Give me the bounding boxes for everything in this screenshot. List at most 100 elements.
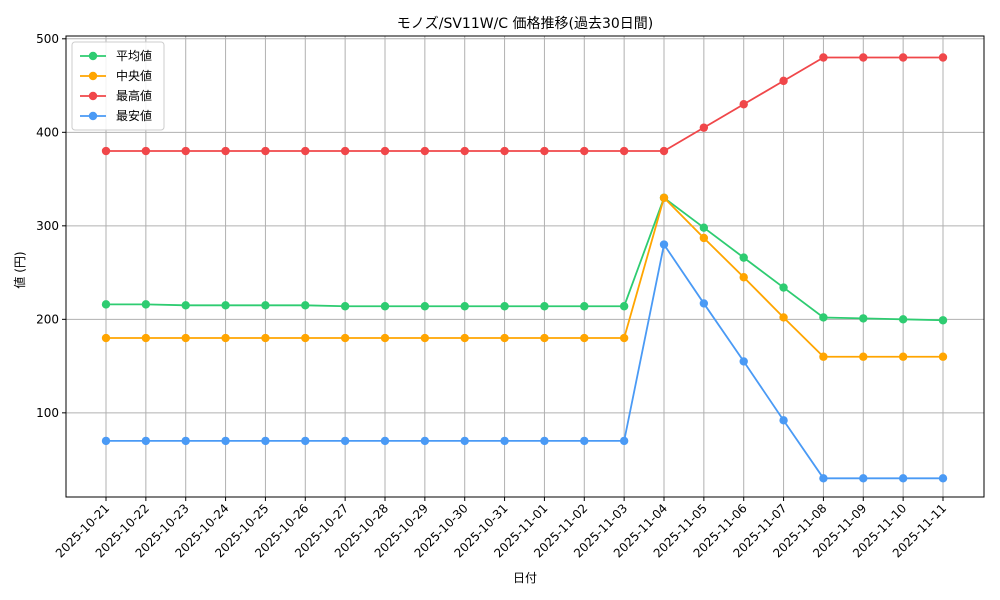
data-point: [420, 333, 430, 343]
series-line: [106, 242, 943, 480]
data-point: [699, 123, 709, 132]
data-point: [659, 193, 669, 202]
data-point: [898, 53, 908, 62]
data-point: [859, 352, 868, 361]
data-point: [898, 352, 908, 361]
legend-label: 最安値: [116, 108, 152, 123]
data-point: [261, 436, 270, 446]
data-point: [779, 313, 788, 322]
data-point: [540, 146, 549, 156]
data-point: [101, 300, 111, 309]
data-point: [460, 302, 469, 311]
data-point: [261, 333, 270, 343]
data-point: [420, 146, 430, 156]
y-tick-label: 500: [36, 32, 59, 46]
y-axis-label: 値 (円): [12, 251, 27, 288]
data-point: [221, 436, 230, 446]
data-point: [141, 146, 151, 156]
plot-frame: [65, 35, 985, 498]
data-point: [580, 333, 589, 343]
y-tick-label: 100: [36, 406, 59, 420]
data-point: [261, 146, 270, 156]
data-point: [301, 146, 310, 156]
data-point: [420, 302, 430, 311]
grid-lines: [66, 36, 984, 497]
data-point: [340, 302, 350, 311]
legend-marker: [88, 111, 98, 121]
legend-item: 平均値: [80, 48, 152, 63]
data-point: [380, 436, 390, 446]
series-line: [106, 196, 944, 322]
series-line: [106, 56, 943, 152]
data-point: [101, 333, 111, 343]
data-point: [540, 436, 549, 446]
data-point: [580, 146, 589, 156]
data-point: [619, 333, 629, 343]
data-point: [500, 302, 509, 311]
data-point: [699, 299, 709, 308]
data-point: [500, 146, 509, 156]
data-point: [619, 302, 629, 311]
data-point: [699, 233, 709, 243]
data-point: [340, 146, 350, 156]
legend-marker: [88, 51, 98, 61]
data-point: [340, 333, 350, 343]
data-point: [141, 333, 151, 343]
legend-box: [71, 41, 165, 131]
data-point: [938, 352, 948, 361]
data-point: [898, 315, 908, 324]
data-point: [659, 240, 669, 249]
legend-marker: [88, 71, 98, 81]
series-3: [101, 240, 948, 483]
data-point: [380, 302, 390, 311]
data-point: [460, 436, 469, 446]
data-point: [779, 416, 788, 425]
data-point: [301, 301, 310, 310]
data-point: [500, 333, 509, 343]
x-axis-ticks: 2025-10-212025-10-222025-10-232025-10-24…: [53, 497, 949, 560]
data-point: [460, 146, 469, 156]
data-point: [859, 474, 868, 483]
data-point: [181, 301, 190, 310]
data-point: [938, 53, 948, 62]
data-point: [739, 253, 748, 262]
data-point: [500, 436, 509, 446]
data-point: [779, 76, 788, 86]
data-point: [580, 436, 589, 446]
data-point: [540, 333, 549, 343]
series-2: [101, 53, 948, 156]
data-point: [380, 333, 390, 343]
data-point: [938, 474, 948, 483]
series-0: [101, 193, 948, 325]
y-axis-ticks: 100 200 300 400 500: [36, 32, 66, 420]
legend-item: 最高値: [80, 88, 152, 103]
data-point: [141, 436, 151, 446]
legend-marker: [88, 91, 98, 101]
data-point: [739, 273, 748, 282]
legend-item: 中央値: [80, 68, 152, 83]
data-point: [819, 474, 828, 483]
data-point: [699, 223, 709, 232]
data-point: [819, 53, 828, 62]
y-tick-label: 300: [36, 219, 59, 233]
data-point: [819, 352, 828, 361]
data-point: [898, 474, 908, 483]
data-point: [221, 301, 230, 310]
data-point: [181, 146, 190, 156]
series-lines: [101, 53, 948, 483]
data-point: [938, 316, 948, 325]
data-point: [420, 436, 430, 446]
data-point: [261, 301, 270, 310]
series-line: [106, 196, 943, 358]
x-axis-label: 日付: [513, 571, 537, 585]
data-point: [619, 146, 629, 156]
data-point: [101, 436, 111, 446]
data-point: [301, 333, 310, 343]
data-point: [460, 333, 469, 343]
data-point: [380, 146, 390, 156]
data-point: [739, 357, 748, 366]
legend-item: 最安値: [80, 108, 152, 123]
data-point: [101, 146, 111, 156]
data-point: [141, 300, 151, 309]
